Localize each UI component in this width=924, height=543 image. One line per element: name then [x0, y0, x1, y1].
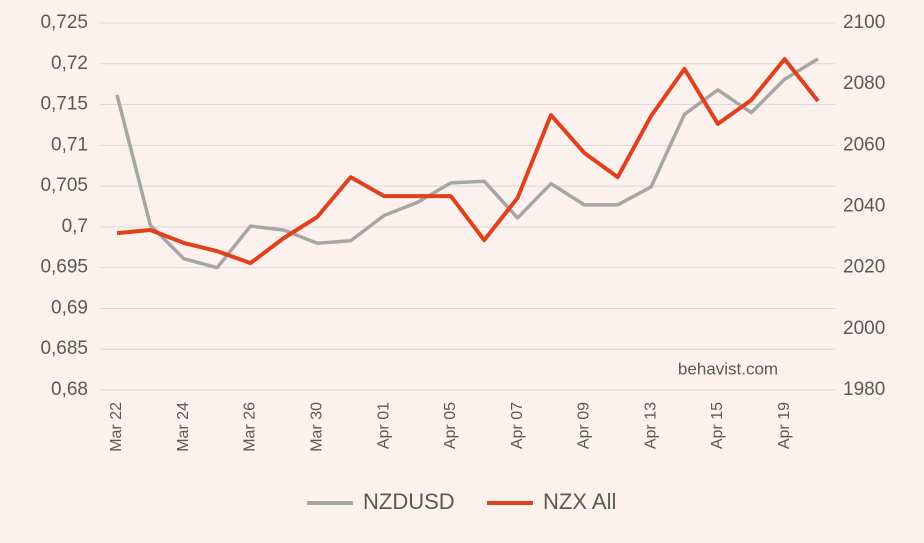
y-tick-label: 0,715: [40, 94, 88, 115]
y2-tick-label: 2020: [843, 257, 885, 278]
y2-tick-label: 2060: [843, 134, 885, 155]
legend-label: NZDUSD: [363, 489, 455, 514]
x-tick-label: Mar 30: [309, 402, 326, 452]
y2-tick-label: 2040: [843, 196, 885, 217]
y-tick-label: 0,72: [51, 53, 88, 74]
x-tick-label: Apr 13: [642, 402, 659, 449]
series-line: [116, 57, 820, 266]
y-tick-label: 0,71: [51, 134, 88, 155]
series-line: [115, 57, 819, 270]
y2-tick-label: 2000: [843, 318, 885, 339]
y-tick-label: 0,705: [40, 175, 88, 196]
y-tick-label: 0,69: [51, 297, 88, 318]
y-tick-label: 0,685: [40, 338, 88, 359]
x-tick-label: Apr 01: [375, 402, 392, 449]
y2-tick-label: 2100: [843, 12, 885, 33]
x-tick-label: Mar 26: [242, 402, 259, 452]
y2-tick-label: 2080: [843, 73, 885, 94]
annotation: behavist.com: [678, 359, 778, 378]
y-tick-label: 0,725: [40, 12, 88, 33]
y-tick-label: 0,695: [40, 257, 88, 278]
x-tick-label: Mar 24: [175, 402, 192, 452]
y2-tick-label: 1980: [843, 379, 885, 400]
legend-label: NZX All: [543, 489, 616, 514]
x-tick-label: Mar 22: [108, 402, 125, 452]
x-tick-label: Apr 19: [776, 402, 793, 449]
x-tick-label: Apr 15: [709, 402, 726, 449]
x-tick-label: Apr 07: [509, 402, 526, 449]
x-tick-label: Apr 05: [442, 402, 459, 449]
y-tick-label: 0,68: [51, 379, 88, 400]
x-tick-label: Apr 09: [576, 402, 593, 449]
y-tick-label: 0,7: [62, 216, 88, 237]
